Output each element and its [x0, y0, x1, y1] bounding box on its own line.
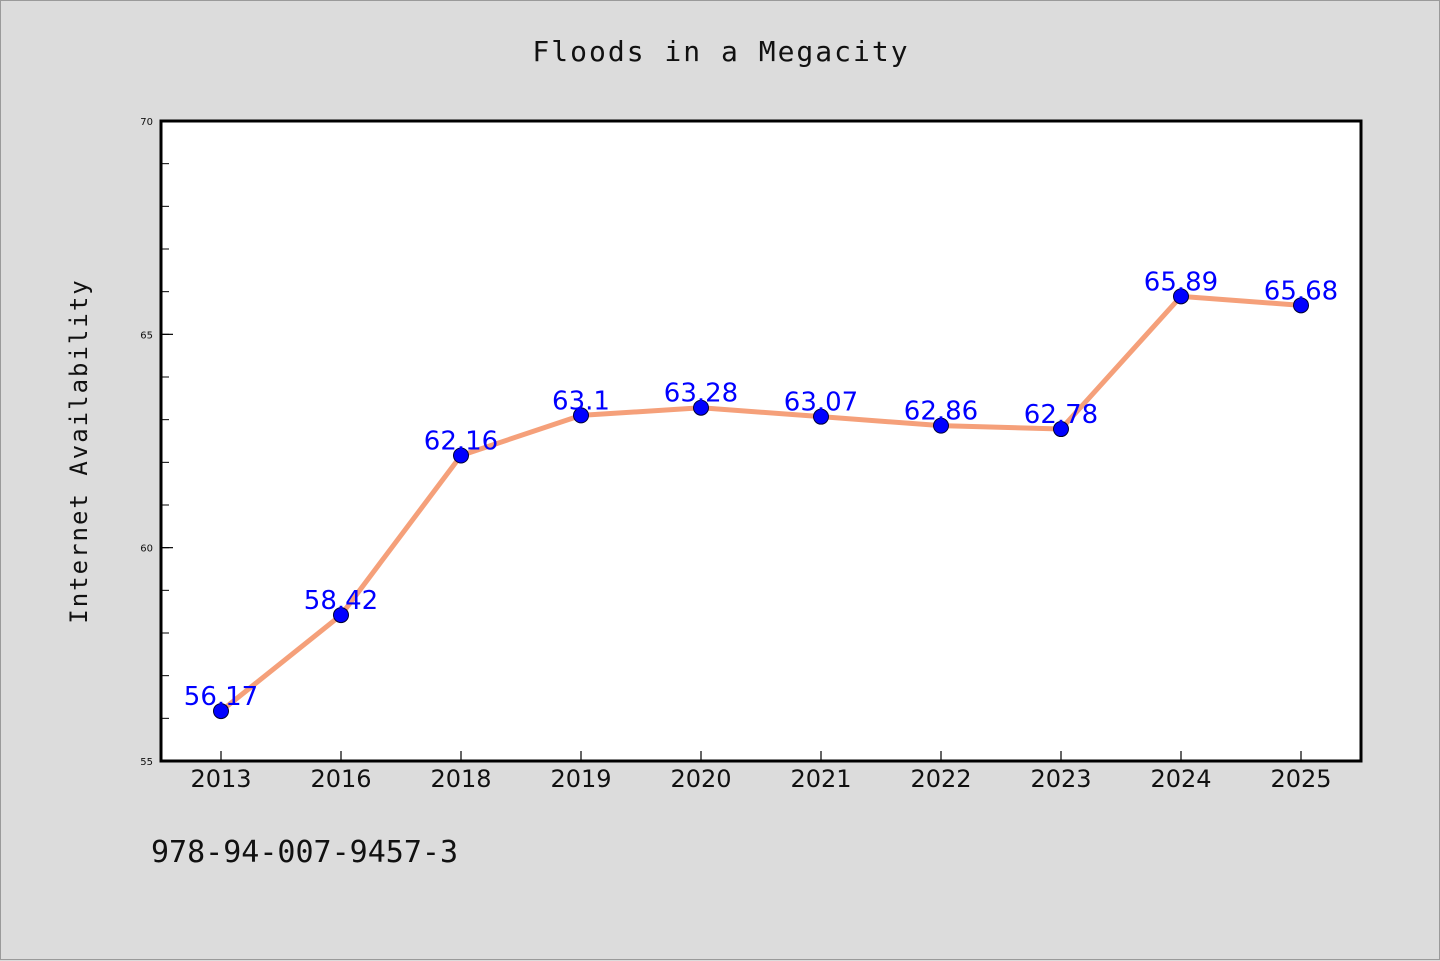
footer-code: 978-94-007-9457-3	[151, 835, 459, 870]
y-tick-label: 65	[140, 330, 153, 341]
y-axis: 55 60 65 70	[140, 117, 173, 768]
data-point	[1053, 421, 1069, 438]
x-tick-label: 2018	[430, 765, 491, 793]
data-label: 62.16	[424, 427, 498, 457]
data-label: 63.07	[784, 388, 858, 418]
x-tick-label: 2021	[790, 765, 851, 793]
data-point	[1173, 288, 1189, 305]
data-label: 65.68	[1264, 276, 1338, 306]
x-tick-label: 2023	[1030, 765, 1091, 793]
data-point	[333, 607, 349, 624]
plot-area	[159, 119, 1363, 763]
x-tick-label: 2020	[670, 765, 731, 793]
data-label: 63.28	[664, 379, 738, 409]
x-tick-label: 2019	[550, 765, 611, 793]
x-tick-label: 2013	[190, 765, 251, 793]
data-label: 56.17	[184, 682, 258, 712]
data-point	[573, 407, 589, 424]
data-point	[933, 417, 949, 434]
data-label: 58.42	[304, 586, 378, 616]
x-tick-label: 2025	[1270, 765, 1331, 793]
data-point	[693, 399, 709, 416]
data-label: 65.89	[1144, 267, 1218, 297]
data-label: 63.1	[552, 386, 610, 416]
x-tick-label: 2022	[910, 765, 971, 793]
x-axis: 2013 2016 2018 2019 2020 2021 2022 2023 2024 2025	[190, 751, 1332, 793]
x-tick-label: 2016	[310, 765, 371, 793]
data-point	[1293, 297, 1309, 314]
data-point	[813, 408, 829, 425]
data-point	[213, 703, 229, 720]
chart-title: Floods in a Megacity	[532, 35, 910, 68]
x-tick-label: 2024	[1150, 765, 1211, 793]
y-tick-label: 55	[140, 757, 153, 768]
series-line	[218, 293, 1304, 714]
series-internet-availability	[213, 288, 1309, 720]
y-tick-label: 70	[140, 117, 153, 128]
y-tick-label: 60	[140, 544, 153, 555]
data-label: 62.78	[1024, 400, 1098, 430]
data-label: 62.86	[904, 397, 978, 427]
data-labels: 56.17 58.42 62.16 63.1 63.28 63.07 62.86 62.78 6…	[184, 267, 1338, 712]
data-point	[453, 447, 469, 464]
